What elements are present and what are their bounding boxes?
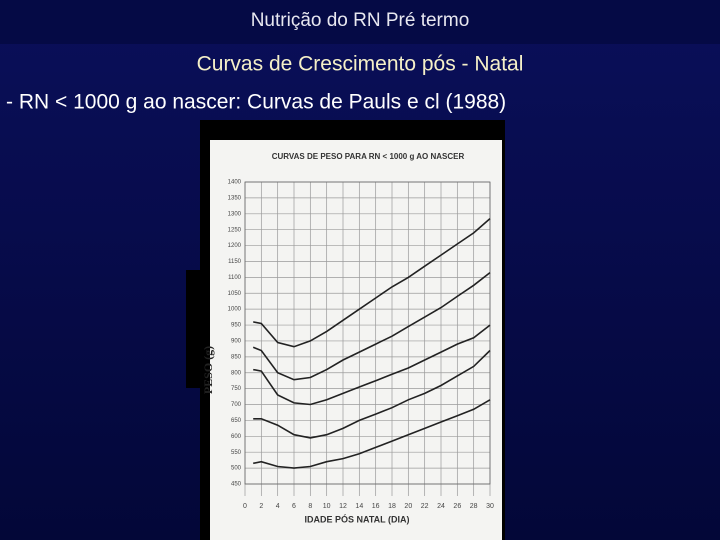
x-tick-label: 14 [355,503,363,510]
x-tick-label: 20 [404,503,412,510]
slide-subtitle: - RN < 1000 g ao nascer: Curvas de Pauls… [6,91,506,114]
x-tick-label: 4 [276,503,280,510]
x-tick-label: 16 [372,503,380,510]
y-axis-label: PESO (g) [201,346,215,394]
slide-title: Curvas de Crescimento pós - Natal [197,53,524,76]
y-tick-label: 700 [231,402,242,408]
header: Nutrição do RN Pré termo [251,10,470,31]
x-tick-label: 26 [453,503,461,510]
image-frame [186,270,206,388]
y-tick-label: 1100 [228,275,242,281]
y-tick-label: 850 [231,354,242,360]
line-series [253,399,491,469]
y-tick-label: 650 [231,418,242,424]
x-axis-label: IDADE PÓS NATAL (DIA) [305,513,410,524]
y-tick-label: 900 [231,339,242,345]
y-tick-label: 500 [231,466,242,472]
y-tick-label: 1300 [228,211,242,217]
y-tick-label: 950 [231,323,242,329]
y-tick-label: 1350 [228,195,242,201]
x-tick-label: 30 [486,503,494,510]
plot-border [244,181,491,485]
y-tick-label: 1150 [228,259,242,265]
chart-paper [210,140,502,540]
line-series [252,271,491,381]
y-tick-label: 600 [231,434,242,440]
y-tick-label: 1050 [228,291,242,297]
y-tick-label: 1250 [228,227,242,233]
y-tick-label: 1200 [228,243,242,249]
x-tick-label: 28 [470,503,478,510]
x-tick-label: 6 [292,503,296,510]
y-tick-label: 800 [231,370,242,376]
y-tick-label: 1000 [228,307,242,313]
chart-title: CURVAS DE PESO PARA RN < 1000 g AO NASCE… [272,152,465,161]
line-series [253,217,491,348]
y-tick-label: 550 [231,450,242,456]
line-series [253,349,491,439]
header-band [0,0,720,44]
x-tick-label: 10 [323,503,331,510]
x-tick-label: 12 [339,503,347,510]
x-tick-label: 2 [259,503,263,510]
chart: CURVAS DE PESO PARA RN < 1000 g AO NASCE… [201,152,494,524]
x-tick-label: 24 [437,503,445,510]
x-tick-label: 0 [243,503,247,510]
y-tick-label: 750 [231,386,242,392]
line-series [253,324,491,406]
x-tick-label: 22 [421,503,429,510]
y-tick-label: 450 [231,482,242,488]
y-tick-label: 1400 [228,180,242,186]
x-tick-label: 8 [308,503,312,510]
x-tick-label: 18 [388,503,396,510]
